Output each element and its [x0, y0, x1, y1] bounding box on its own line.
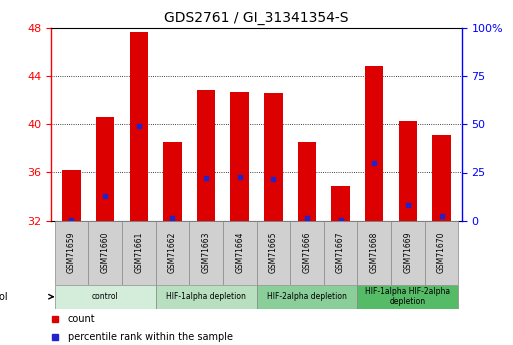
Text: GSM71666: GSM71666	[303, 232, 311, 274]
Bar	[256, 221, 290, 285]
Bar	[155, 221, 189, 285]
Text: GSM71667: GSM71667	[336, 232, 345, 274]
Text: GSM71664: GSM71664	[235, 232, 244, 274]
Bar	[358, 221, 391, 285]
Bar	[122, 221, 155, 285]
Bar	[391, 221, 425, 285]
Bar	[324, 221, 358, 285]
Text: count: count	[68, 314, 95, 324]
Bar	[331, 186, 350, 221]
Text: HIF-2alpha depletion: HIF-2alpha depletion	[267, 292, 347, 301]
Bar	[298, 142, 316, 221]
Text: GSM71669: GSM71669	[403, 232, 412, 274]
Bar	[264, 93, 283, 221]
Text: percentile rank within the sample: percentile rank within the sample	[68, 332, 233, 342]
Bar	[55, 221, 88, 285]
Bar	[96, 117, 114, 221]
Text: HIF-1alpha depletion: HIF-1alpha depletion	[166, 292, 246, 301]
Text: protocol: protocol	[0, 292, 8, 302]
Bar	[189, 221, 223, 285]
Bar	[129, 32, 148, 221]
Bar	[290, 221, 324, 285]
Bar	[358, 285, 458, 309]
Bar	[425, 221, 458, 285]
Bar	[163, 142, 182, 221]
Bar	[55, 285, 155, 309]
Bar	[155, 285, 256, 309]
Text: GSM71661: GSM71661	[134, 232, 143, 273]
Bar	[62, 170, 81, 221]
Bar	[432, 135, 451, 221]
Bar	[365, 66, 384, 221]
Text: GSM71662: GSM71662	[168, 232, 177, 273]
Text: HIF-1alpha HIF-2alpha
depletion: HIF-1alpha HIF-2alpha depletion	[365, 287, 450, 306]
Title: GDS2761 / GI_31341354-S: GDS2761 / GI_31341354-S	[164, 11, 349, 25]
Bar	[230, 91, 249, 221]
Text: GSM71665: GSM71665	[269, 232, 278, 274]
Bar	[399, 121, 417, 221]
Text: GSM71663: GSM71663	[202, 232, 210, 274]
Text: GSM71670: GSM71670	[437, 232, 446, 274]
Bar	[223, 221, 256, 285]
Bar	[256, 285, 358, 309]
Bar	[88, 221, 122, 285]
Text: GSM71660: GSM71660	[101, 232, 110, 274]
Text: GSM71659: GSM71659	[67, 232, 76, 274]
Text: control: control	[92, 292, 119, 301]
Text: GSM71668: GSM71668	[370, 232, 379, 273]
Bar	[197, 90, 215, 221]
